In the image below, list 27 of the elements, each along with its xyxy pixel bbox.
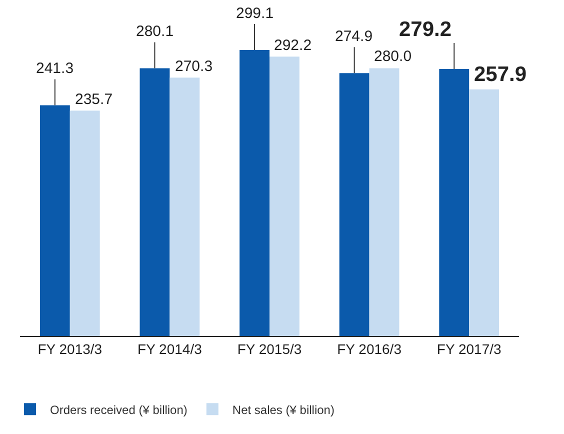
data-label: 274.9: [335, 28, 373, 45]
bar: [240, 50, 270, 336]
legend-label: Orders received (¥ billion): [50, 402, 188, 417]
x-tick-label: FY 2013/3: [38, 340, 102, 357]
data-label: 280.1: [136, 23, 174, 40]
data-label: 279.2: [399, 18, 452, 41]
data-label: 257.9: [474, 63, 527, 86]
bar: [140, 68, 170, 336]
x-tick-label: FY 2014/3: [138, 340, 202, 357]
bar: [469, 89, 500, 336]
bar: [439, 69, 470, 336]
bar: [339, 73, 370, 336]
data-label: 235.7: [75, 91, 113, 108]
data-label: 292.2: [274, 37, 312, 54]
bar: [70, 110, 100, 336]
legend-label: Net sales (¥ billion): [232, 402, 334, 417]
data-label: 270.3: [175, 58, 213, 75]
bar: [40, 105, 70, 336]
bar: [170, 78, 200, 336]
data-label: 299.1: [236, 5, 274, 22]
x-tick-label: FY 2015/3: [237, 340, 302, 357]
bar: [270, 56, 300, 336]
data-label: 241.3: [36, 60, 74, 77]
x-tick-label: FY 2017/3: [436, 340, 502, 357]
x-tick-label: FY 2016/3: [337, 340, 402, 357]
data-label: 280.0: [374, 48, 412, 65]
bar: [369, 68, 400, 336]
